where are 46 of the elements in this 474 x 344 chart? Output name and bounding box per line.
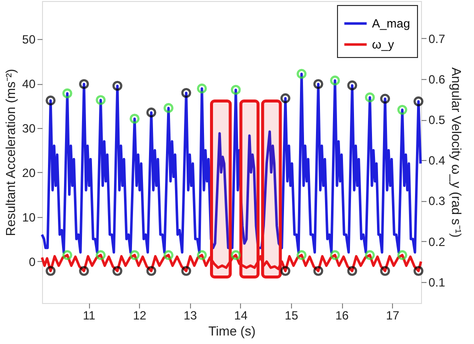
y-tick-label: 10: [22, 210, 36, 224]
point: [397, 104, 408, 115]
x-tick-label: 16: [335, 308, 350, 322]
legend-label: A_mag: [372, 16, 410, 30]
y2-tick-label: 0.7: [428, 32, 446, 46]
y-tick-label: 40: [22, 77, 36, 92]
point: [380, 94, 390, 104]
y-tick-label: 30: [22, 122, 36, 136]
point: [46, 96, 56, 106]
x-tick-label: 15: [284, 308, 298, 322]
y2-axis-title: Angular Velocity ω_y (rad s⁻¹): [449, 67, 464, 238]
y2-tick-label: 0.3: [428, 194, 446, 208]
y2-tick-label: 0.6: [428, 72, 446, 86]
point: [313, 79, 324, 90]
point: [181, 88, 192, 98]
point: [164, 103, 174, 113]
y-tick-label: 50: [22, 32, 36, 47]
y2-tick-label: 0.4: [428, 154, 446, 168]
y2-tick-label: 0.2: [428, 234, 446, 249]
y-tick-label: 0: [28, 254, 36, 269]
x-tick-label: 13: [184, 308, 198, 322]
point: [280, 93, 290, 104]
point: [296, 68, 307, 79]
point: [230, 84, 241, 95]
y2-tick-label: 0.1: [428, 275, 446, 290]
point: [79, 79, 89, 90]
y-axis-title: Resultant Acceleration (ms⁻²): [3, 68, 18, 236]
point: [130, 114, 140, 124]
x-tick-label: 14: [234, 308, 248, 322]
point: [364, 92, 375, 102]
point: [347, 80, 358, 90]
point: [62, 88, 72, 98]
point: [413, 96, 424, 106]
x-tick-label: 17: [386, 308, 400, 322]
point: [146, 108, 156, 118]
y2-tick-label: 0.5: [428, 113, 446, 128]
line-series: [40, 72, 422, 254]
x-axis-title: Time (s): [208, 324, 256, 338]
point: [96, 95, 106, 106]
point: [330, 76, 340, 86]
x-tick-label: 11: [82, 308, 96, 322]
point: [196, 84, 207, 94]
point: [112, 80, 122, 91]
y-tick-label: 20: [22, 166, 36, 180]
x-tick-label: 12: [132, 308, 147, 322]
legend-label: ω_y: [372, 38, 394, 52]
